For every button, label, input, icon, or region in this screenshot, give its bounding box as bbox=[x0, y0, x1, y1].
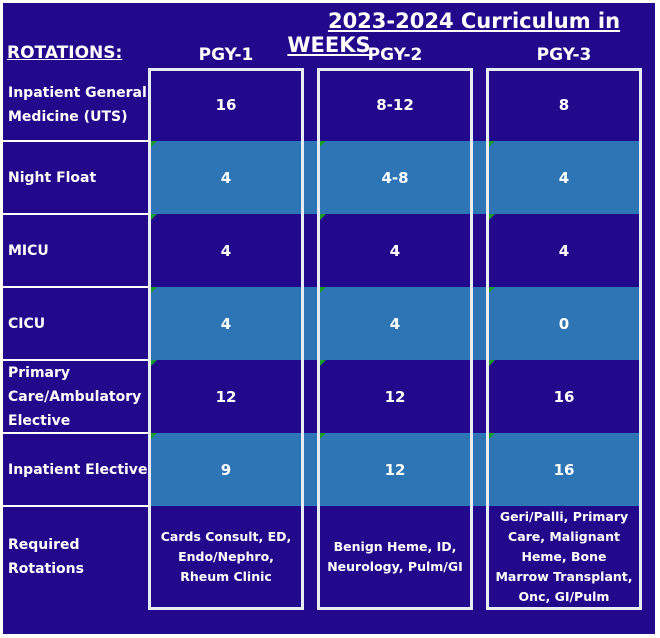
table-cell[interactable]: 4 bbox=[320, 214, 470, 287]
table-cell[interactable]: 16 bbox=[151, 68, 301, 141]
table-background: 2023-2024 Curriculum in WEEKS ROTATIONS:… bbox=[3, 3, 655, 634]
cell-value: Cards Consult, ED, Endo/Nephro, Rheum Cl… bbox=[160, 529, 292, 584]
cell-value: 12 bbox=[215, 387, 237, 406]
row-label-text: Inpatient Elective bbox=[8, 461, 148, 478]
comment-marker-icon bbox=[151, 360, 157, 366]
column-box-pgy1 bbox=[148, 68, 304, 610]
row-label: MICU bbox=[8, 214, 148, 287]
rotations-header: ROTATIONS: bbox=[7, 43, 123, 63]
title-text: 2023-2024 Curriculum in WEEKS bbox=[287, 9, 621, 57]
cell-value: 4-8 bbox=[381, 168, 409, 187]
table-cell[interactable]: 4 bbox=[489, 141, 639, 214]
table-cell[interactable]: 8-12 bbox=[320, 68, 470, 141]
table-cell[interactable]: Geri/Palli, Primary Care, Malignant Heme… bbox=[489, 506, 639, 608]
table-cell[interactable]: 12 bbox=[320, 433, 470, 506]
column-header-pgy3: PGY-3 bbox=[536, 45, 592, 65]
row-label: Inpatient General Medicine (UTS) bbox=[8, 68, 148, 141]
cell-value: 4 bbox=[558, 241, 570, 260]
cell-value: 4 bbox=[389, 314, 401, 333]
comment-marker-icon bbox=[489, 214, 495, 220]
cell-value: 0 bbox=[558, 314, 570, 333]
table-cell[interactable]: 4 bbox=[320, 287, 470, 360]
cell-value: Geri/Palli, Primary Care, Malignant Heme… bbox=[495, 509, 633, 604]
comment-marker-icon bbox=[320, 433, 326, 439]
row-band bbox=[148, 433, 642, 506]
row-divider bbox=[3, 432, 148, 434]
cell-value: 4 bbox=[558, 168, 570, 187]
page-title: 2023-2024 Curriculum in WEEKS bbox=[3, 9, 655, 57]
column-header-pgy1: PGY-1 bbox=[198, 45, 254, 65]
table-cell[interactable]: 0 bbox=[489, 287, 639, 360]
cell-value: 8 bbox=[558, 95, 570, 114]
table-cell[interactable]: 12 bbox=[320, 360, 470, 433]
cell-value: 16 bbox=[553, 387, 575, 406]
table-cell[interactable]: 4 bbox=[151, 287, 301, 360]
row-label: Primary Care/Ambulatory Elective bbox=[8, 360, 148, 433]
row-divider bbox=[3, 505, 148, 507]
cell-value: 4 bbox=[220, 168, 232, 187]
row-label: Required Rotations bbox=[8, 506, 148, 608]
row-label-text: Primary Care/Ambulatory Elective bbox=[8, 364, 142, 429]
comment-marker-icon bbox=[320, 360, 326, 366]
cell-value: 12 bbox=[384, 460, 406, 479]
table-cell[interactable]: 12 bbox=[151, 360, 301, 433]
comment-marker-icon bbox=[320, 287, 326, 293]
column-header-pgy2: PGY-2 bbox=[367, 45, 423, 65]
row-divider bbox=[3, 140, 148, 142]
comment-marker-icon bbox=[320, 214, 326, 220]
row-label-text: Inpatient General Medicine (UTS) bbox=[8, 84, 147, 125]
row-label: Inpatient Elective bbox=[8, 433, 148, 506]
row-label-text: MICU bbox=[8, 242, 49, 259]
table-cell[interactable]: 9 bbox=[151, 433, 301, 506]
cell-value: 12 bbox=[384, 387, 406, 406]
cell-value: 16 bbox=[215, 95, 237, 114]
comment-marker-icon bbox=[489, 360, 495, 366]
row-divider bbox=[3, 286, 148, 288]
cell-value: Benign Heme, ID, Neurology, Pulm/GI bbox=[327, 539, 463, 574]
row-divider bbox=[3, 359, 148, 361]
row-label-text: CICU bbox=[8, 315, 46, 332]
cell-value: 9 bbox=[220, 460, 232, 479]
row-label-text: Required Rotations bbox=[8, 537, 84, 577]
comment-marker-icon bbox=[151, 214, 157, 220]
comment-marker-icon bbox=[489, 287, 495, 293]
table-cell[interactable]: 16 bbox=[489, 433, 639, 506]
column-box-pgy3 bbox=[486, 68, 642, 610]
row-label: Night Float bbox=[8, 141, 148, 214]
table-cell[interactable]: 4 bbox=[151, 214, 301, 287]
table-cell[interactable]: 4-8 bbox=[320, 141, 470, 214]
comment-marker-icon bbox=[151, 433, 157, 439]
row-label: CICU bbox=[8, 287, 148, 360]
comment-marker-icon bbox=[320, 141, 326, 147]
table-cell[interactable]: 4 bbox=[151, 141, 301, 214]
cell-value: 8-12 bbox=[376, 95, 414, 114]
table-cell[interactable]: 16 bbox=[489, 360, 639, 433]
cell-value: 4 bbox=[220, 241, 232, 260]
row-divider bbox=[3, 213, 148, 215]
row-band bbox=[148, 141, 642, 214]
table-cell[interactable]: 8 bbox=[489, 68, 639, 141]
column-box-pgy2 bbox=[317, 68, 473, 610]
table-cell[interactable]: 4 bbox=[489, 214, 639, 287]
comment-marker-icon bbox=[151, 287, 157, 293]
table-cell[interactable]: Benign Heme, ID, Neurology, Pulm/GI bbox=[320, 506, 470, 608]
table-cell[interactable]: Cards Consult, ED, Endo/Nephro, Rheum Cl… bbox=[151, 506, 301, 608]
cell-value: 4 bbox=[389, 241, 401, 260]
comment-marker-icon bbox=[151, 141, 157, 147]
row-band bbox=[148, 287, 642, 360]
comment-marker-icon bbox=[489, 141, 495, 147]
cell-value: 16 bbox=[553, 460, 575, 479]
comment-marker-icon bbox=[489, 433, 495, 439]
row-label-text: Night Float bbox=[8, 169, 97, 186]
cell-value: 4 bbox=[220, 314, 232, 333]
